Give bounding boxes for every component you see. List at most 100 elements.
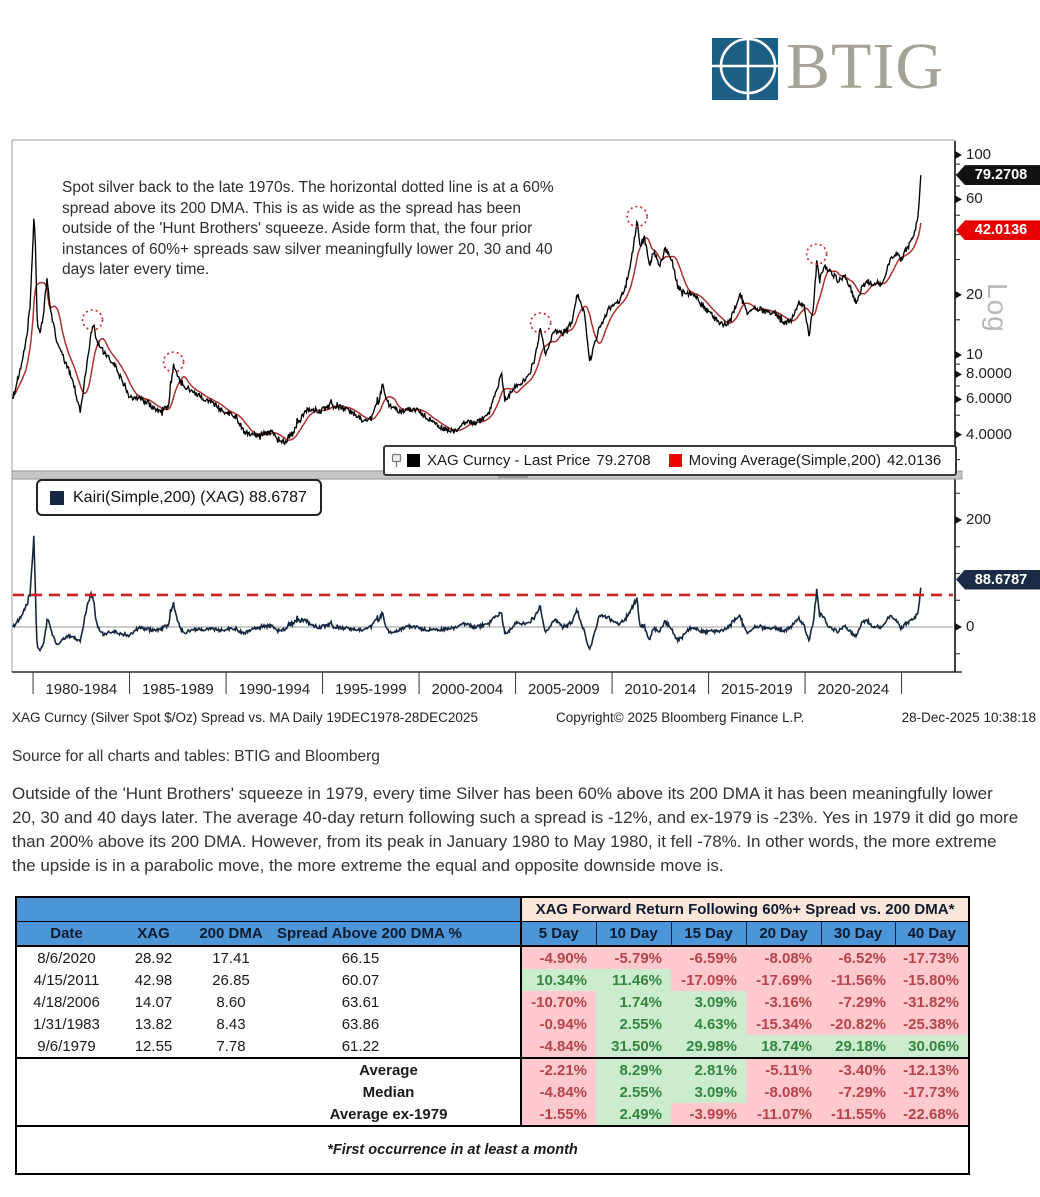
table-corner-cell — [16, 897, 521, 922]
cell-return: -17.73% — [895, 946, 969, 969]
cell-200dma: 7.78 — [216, 1037, 246, 1055]
silver-chart-region: Spot silver back to the late 1970s. The … — [11, 139, 1040, 725]
price-line — [12, 175, 922, 446]
cell-xag: 14.07 — [134, 993, 173, 1011]
summary-return: 3.09% — [671, 1081, 746, 1103]
cell-date: 1/31/1983 — [33, 1015, 100, 1033]
x-axis-period-label: 1990-1994 — [238, 681, 311, 698]
cell-return: -4.90% — [520, 946, 596, 969]
table-row: 4/18/2006 14.07 8.60 63.61 -10.70% 1.74% 3.09%… — [16, 991, 969, 1013]
cell-200dma: 8.60 — [216, 993, 246, 1011]
summary-label: Average — [16, 1057, 521, 1081]
price-panel-legend[interactable]: XAG Curncy - Last Price 79.2708 Moving A… — [383, 445, 957, 476]
summary-return: 8.29% — [596, 1057, 671, 1081]
price-series-label: XAG Curncy - Last Price — [427, 452, 591, 469]
y-axis-tick-label: 200 — [966, 511, 992, 528]
cell-return: -6.52% — [821, 946, 895, 969]
chart-info-copyright: Copyright© 2025 Bloomberg Finance L.P. — [556, 710, 805, 725]
col-header-day: 5 Day — [520, 921, 596, 947]
event-circle — [626, 205, 649, 228]
summary-return: -7.29% — [821, 1081, 895, 1103]
col-header-day: 10 Day — [595, 921, 671, 947]
kairi-value-badge: 88.6787 — [956, 569, 1040, 590]
event-circle — [805, 243, 828, 265]
cell-return: 29.18% — [821, 1035, 895, 1058]
summary-return: -3.40% — [821, 1057, 895, 1081]
kairi-series-swatch — [50, 490, 64, 505]
cell-xag: 28.92 — [134, 949, 173, 967]
cell-return: 11.46% — [596, 969, 671, 991]
summary-return: -5.11% — [746, 1057, 821, 1081]
summary-return: -4.84% — [520, 1081, 596, 1103]
col-header-200dma: 200 DMA — [191, 921, 271, 947]
cell-return: 31.50% — [596, 1035, 671, 1058]
cell-return: -7.29% — [821, 991, 895, 1013]
table-row: 9/6/1979 12.55 7.78 61.22 -4.84% 31.50% 29.98%… — [16, 1035, 969, 1058]
kairi-panel-legend[interactable]: Kairi(Simple,200) (XAG) 88.6787 — [36, 479, 322, 516]
table-row: 8/6/2020 28.92 17.41 66.15 -4.90% -5.79% -6.59… — [16, 946, 969, 969]
last-price-badge: 79.2708 — [956, 165, 1040, 186]
cell-spread: 61.22 — [341, 1037, 380, 1055]
x-axis-period-label: 1995-1999 — [334, 681, 407, 698]
y-axis-tick-label: 4.0000 — [966, 425, 1012, 443]
cell-xag: 13.82 — [134, 1015, 173, 1033]
footnote-row: *First occurrence in at least a month — [16, 1126, 969, 1174]
group-header-cell: XAG Forward Return Following 60%+ Spread… — [520, 897, 969, 922]
cell-return: 1.74% — [596, 991, 671, 1013]
cell-xag: 42.98 — [134, 971, 173, 989]
summary-return: -2.21% — [520, 1057, 596, 1081]
cell-date: 4/18/2006 — [33, 993, 100, 1011]
y-axis-tick-label: 10 — [966, 346, 983, 363]
event-circle — [81, 309, 104, 331]
summary-row: Median -4.84% 2.55% 3.09% -8.08% -7.29% -17.73… — [16, 1081, 969, 1103]
summary-return: -11.07% — [746, 1103, 821, 1127]
cell-spread: 63.86 — [341, 1015, 380, 1033]
cell-return: 4.63% — [671, 1013, 746, 1035]
summary-return: -22.68% — [895, 1103, 969, 1127]
ma-series-label: Moving Average(Simple,200) — [688, 452, 881, 469]
cell-return: 29.98% — [671, 1035, 746, 1058]
table-row: 1/31/1983 13.82 8.43 63.86 -0.94% 2.55% 4.63% -… — [16, 1013, 969, 1035]
cell-return: 2.55% — [596, 1013, 671, 1035]
cell-spread: 60.07 — [341, 971, 380, 989]
price-series-value: 79.2708 — [596, 452, 651, 469]
summary-label: Median — [362, 1083, 415, 1101]
cell-return: -20.82% — [821, 1013, 895, 1035]
btig-logo: BTIG — [712, 34, 944, 100]
x-axis-period-label: 1980-1984 — [45, 681, 118, 698]
pushpin-icon — [391, 453, 402, 467]
cell-return: 10.34% — [520, 969, 596, 991]
cell-return: 3.09% — [671, 991, 746, 1013]
chart-canvas — [11, 139, 963, 694]
chart-info-left: XAG Curncy (Silver Spot $/Oz) Spread vs.… — [12, 710, 478, 725]
cell-date: 8/6/2020 — [37, 949, 96, 967]
price-series-swatch — [407, 454, 420, 467]
col-header-day: 15 Day — [670, 921, 746, 947]
cell-spread: 63.61 — [341, 993, 380, 1011]
summary-return: -11.55% — [821, 1103, 895, 1127]
col-header-xag: XAG — [116, 921, 191, 947]
moving-average-badge: 42.0136 — [956, 220, 1040, 241]
cell-return: -3.16% — [746, 991, 821, 1013]
col-header-spread: Spread Above 200 DMA % — [271, 921, 521, 947]
y-axis-tick-label: 100 — [966, 146, 992, 163]
event-circle — [162, 351, 185, 373]
cell-return: 30.06% — [895, 1035, 969, 1058]
summary-return: 2.81% — [671, 1057, 746, 1081]
ma-series-swatch — [668, 454, 682, 467]
kairi-series-label: Kairi(Simple,200) (XAG) 88.6787 — [73, 488, 307, 506]
cell-spread: 66.15 — [341, 949, 380, 967]
cell-200dma: 17.41 — [212, 949, 250, 967]
cell-return: -10.70% — [520, 991, 596, 1013]
cell-return: -17.69% — [746, 969, 821, 991]
cell-return: -8.08% — [746, 946, 821, 969]
col-header-day: 40 Day — [894, 921, 969, 947]
cell-return: -15.80% — [895, 969, 969, 991]
summary-return: -17.73% — [895, 1081, 969, 1103]
x-axis-period-label: 2005-2009 — [527, 681, 600, 698]
cell-200dma: 26.85 — [212, 971, 250, 989]
chart-info-timestamp: 28-Dec-2025 10:38:18 — [901, 710, 1036, 725]
x-axis-period-label: 2020-2024 — [817, 681, 890, 698]
summary-return: -1.55% — [520, 1103, 596, 1127]
